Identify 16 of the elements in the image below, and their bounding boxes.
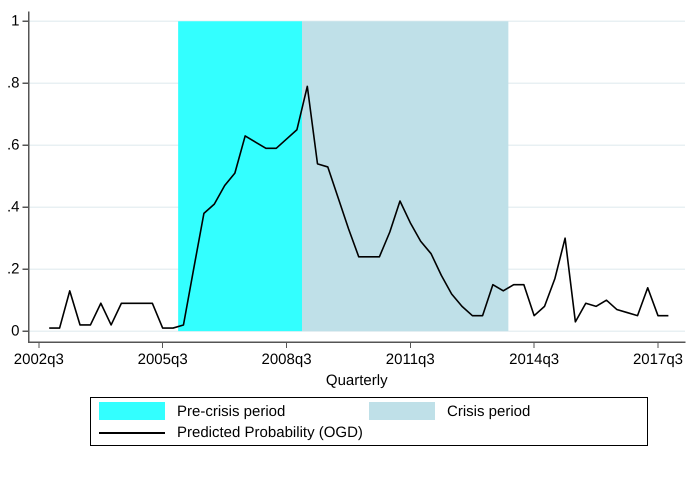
y-tick-label: .8 (6, 74, 20, 92)
legend-label: Crisis period (447, 402, 530, 420)
y-tick-label: .4 (6, 198, 20, 216)
x-tick-label: 2002q3 (14, 351, 64, 368)
x-tick-label: 2008q3 (261, 351, 312, 368)
x-axis-title: Quarterly (326, 372, 388, 390)
y-tick-label: 1 (11, 12, 20, 30)
y-tick-label: 0 (11, 322, 20, 340)
x-tick-label: 2014q3 (509, 351, 560, 368)
x-tick-label: 2017q3 (632, 351, 684, 368)
x-tick-label: 2005q3 (138, 351, 188, 368)
x-tick-label: 2011q3 (386, 351, 435, 368)
legend-label: Pre-crisis period (177, 402, 286, 420)
legend-label: Predicted Probability (OGD) (177, 424, 363, 441)
y-tick-label: .6 (6, 136, 20, 154)
y-tick-label: .2 (6, 260, 20, 278)
